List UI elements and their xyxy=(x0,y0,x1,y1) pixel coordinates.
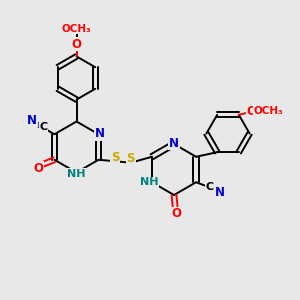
Text: N: N xyxy=(27,114,37,127)
Text: C: C xyxy=(206,182,214,192)
Text: C: C xyxy=(40,122,48,132)
Text: OCH₃: OCH₃ xyxy=(254,106,284,116)
Text: S: S xyxy=(126,152,135,165)
Text: S: S xyxy=(111,151,119,164)
Text: N: N xyxy=(95,127,105,140)
Text: O: O xyxy=(71,38,82,51)
Text: N: N xyxy=(215,186,225,199)
Text: O: O xyxy=(171,207,181,220)
Text: NH: NH xyxy=(67,169,86,179)
Text: O: O xyxy=(34,162,44,175)
Text: O: O xyxy=(246,105,256,118)
Text: OCH₃: OCH₃ xyxy=(61,24,92,34)
Text: NH: NH xyxy=(140,177,159,187)
Text: N: N xyxy=(169,136,179,150)
